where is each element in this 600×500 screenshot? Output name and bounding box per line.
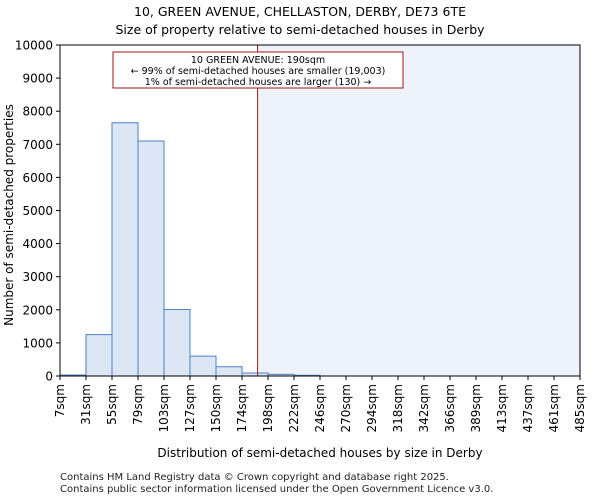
histogram-chart: 0 1000 2000 3000 4000 5000 6000 7000 8000 9000 100… [2,39,587,461]
histogram-bar [163,308,191,377]
annotation-line-3: 1% of semi-detached houses are larger (1… [145,77,372,88]
x-tick-label: 150sqm [209,384,223,432]
x-tick-label: 485sqm [573,384,587,432]
x-tick-label: 7sqm [53,384,67,417]
y-tick-label: 7000 [22,138,53,152]
x-tick-label: 103sqm [157,384,171,432]
histogram-bar [111,122,139,377]
x-tick-label: 222sqm [287,384,301,432]
x-axis-label: Distribution of semi-detached houses by … [157,446,482,460]
y-tick-label: 10000 [15,39,53,53]
y-tick-label: 9000 [22,72,53,86]
x-tick-label: 55sqm [105,384,119,425]
x-tick-label: 437sqm [521,384,535,432]
x-tick-label: 79sqm [131,384,145,425]
x-tick-label: 389sqm [469,384,483,432]
histogram-bar [215,366,243,377]
annotation-line-1: 10 GREEN AVENUE: 190sqm [191,55,325,66]
x-tick-label: 366sqm [443,384,457,432]
plot-frame [59,44,581,377]
x-tick-label: 270sqm [339,384,353,432]
histogram-bar [85,334,113,377]
footer-line-1: Contains HM Land Registry data © Crown c… [60,472,449,483]
x-tick-label: 174sqm [235,384,249,432]
x-tick-label: 318sqm [391,384,405,432]
larger-region-shade [257,45,580,376]
histogram-bar [189,355,217,377]
chart-title: 10, GREEN AVENUE, CHELLASTON, DERBY, DE7… [134,4,466,19]
histogram-bar [137,140,165,377]
y-tick-label: 5000 [22,204,53,218]
x-tick-label: 342sqm [417,384,431,432]
x-tick-label: 198sqm [261,384,275,432]
x-tick-label: 461sqm [547,384,561,432]
y-tick-label: 8000 [22,105,53,119]
y-tick-label: 1000 [22,336,53,350]
y-tick-label: 6000 [22,171,53,185]
x-tick-label: 31sqm [79,384,93,425]
y-tick-label: 0 [45,370,53,384]
chart-subtitle: Size of property relative to semi-detach… [115,22,485,37]
y-tick-label: 4000 [22,237,53,251]
x-tick-label: 294sqm [365,384,379,432]
y-tick-label: 2000 [22,303,53,317]
annotation-box: 10 GREEN AVENUE: 190sqm ← 99% of semi-de… [112,51,404,89]
footer-line-2: Contains public sector information licen… [60,484,494,495]
x-tick-label: 246sqm [313,384,327,432]
x-tick-label: 127sqm [183,384,197,432]
annotation-line-2: ← 99% of semi-detached houses are smalle… [131,66,386,77]
y-axis-label: Number of semi-detached properties [2,104,16,326]
y-tick-label: 3000 [22,270,53,284]
x-tick-label: 413sqm [495,384,509,432]
